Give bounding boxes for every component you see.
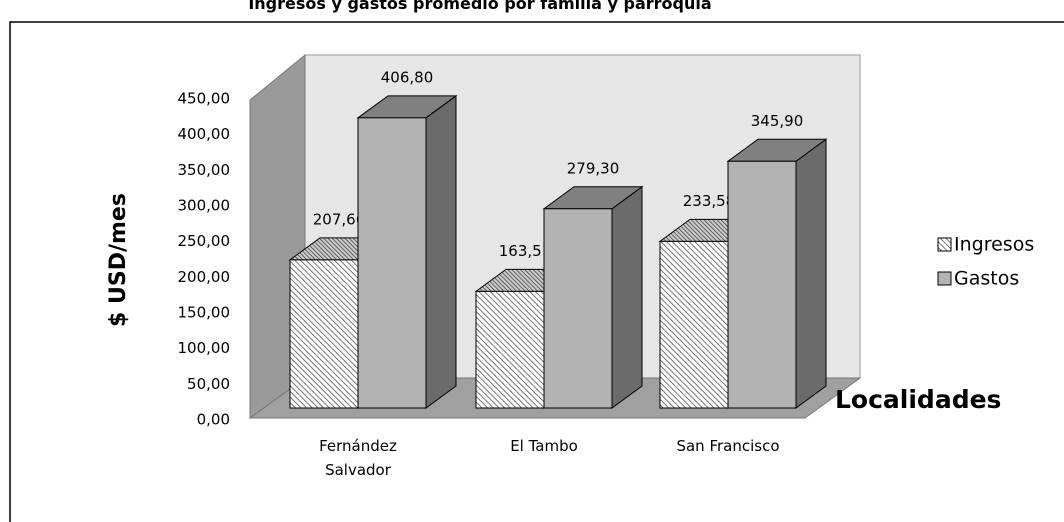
y-tick-label: 300,00 xyxy=(178,197,231,215)
x-tick-label: El Tambo xyxy=(510,437,578,455)
y-tick-label: 0,00 xyxy=(197,411,230,429)
data-label: 279,30 xyxy=(567,159,620,177)
y-tick-label: 400,00 xyxy=(178,125,231,143)
bar xyxy=(475,290,545,409)
legend-label: Gastos xyxy=(954,268,1019,290)
legend-swatch xyxy=(937,271,952,286)
legend-label: Ingresos xyxy=(954,234,1034,256)
data-label: 207,66 xyxy=(313,210,366,228)
y-tick-label: 350,00 xyxy=(178,161,231,179)
bar-side xyxy=(425,94,457,409)
data-label: 233,58 xyxy=(683,192,736,210)
bar-side xyxy=(611,185,643,409)
chart-border xyxy=(9,21,1064,522)
bar xyxy=(659,240,729,409)
bar xyxy=(727,160,797,409)
y-tick-label: 150,00 xyxy=(178,304,231,322)
chart-title: Ingresos y gastos promedio por familia y… xyxy=(248,0,711,13)
data-label: 406,80 xyxy=(381,68,434,86)
data-label: 163,51 xyxy=(499,242,552,260)
y-tick-label: 200,00 xyxy=(178,268,231,286)
bar-side xyxy=(795,138,827,409)
y-tick-label: 50,00 xyxy=(187,375,230,393)
data-label: 345,90 xyxy=(751,112,804,130)
y-tick-label: 250,00 xyxy=(178,232,231,250)
bar xyxy=(357,117,427,409)
x-axis-label: Localidades xyxy=(835,385,1001,414)
bar xyxy=(543,208,613,409)
x-tick-label: Fernández Salvador xyxy=(319,437,397,479)
y-tick-label: 100,00 xyxy=(178,339,231,357)
bar xyxy=(289,259,359,409)
y-tick-label: 450,00 xyxy=(178,90,231,108)
legend-swatch xyxy=(937,237,952,252)
y-axis-label: $ USD/mes xyxy=(106,193,131,327)
x-tick-label: San Francisco xyxy=(676,437,780,455)
